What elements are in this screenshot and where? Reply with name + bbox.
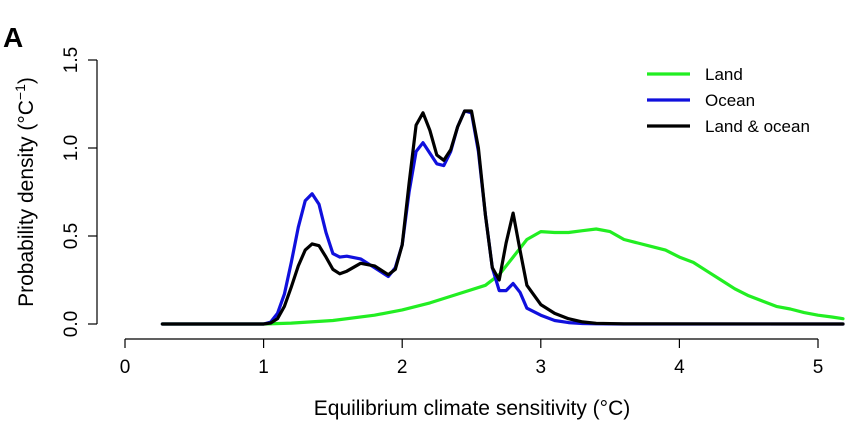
y-tick-label: 0.5 — [61, 223, 82, 249]
legend-label-land-ocean: Land & ocean — [705, 117, 810, 136]
x-axis-title: Equilibrium climate sensitivity (°C) — [314, 397, 630, 420]
legend-label-ocean: Ocean — [705, 91, 755, 110]
axes-layer: 0 1 2 3 4 5 0.0 0.5 1.0 1.5 Equilibrium climate se… — [12, 47, 823, 420]
legend-label-land: Land — [705, 65, 743, 84]
series-line-ocean — [160, 109, 845, 326]
y-axis-title: Probability density (°C−1) — [12, 77, 38, 307]
panel-label: A — [3, 22, 23, 53]
y-axis-title-superscript: −1 — [12, 84, 28, 100]
x-tick-label: 4 — [674, 357, 685, 378]
y-tick-label: 1.0 — [61, 135, 82, 161]
y-tick-label: 0.0 — [61, 311, 82, 337]
series-line-land — [160, 227, 845, 326]
series-line-land-ocean — [160, 109, 845, 326]
y-axis-title-end: ) — [15, 77, 38, 84]
x-tick-label: 1 — [258, 357, 269, 378]
x-tick-label: 3 — [536, 357, 547, 378]
y-tick-label: 1.5 — [61, 47, 82, 73]
y-axis-title-main: Probability density (°C — [15, 100, 38, 307]
x-tick-label: 0 — [120, 357, 131, 378]
x-tick-label: 2 — [397, 357, 408, 378]
series-layer — [160, 109, 845, 326]
legend: Land Ocean Land & ocean — [647, 65, 810, 136]
x-tick-label: 5 — [813, 357, 824, 378]
